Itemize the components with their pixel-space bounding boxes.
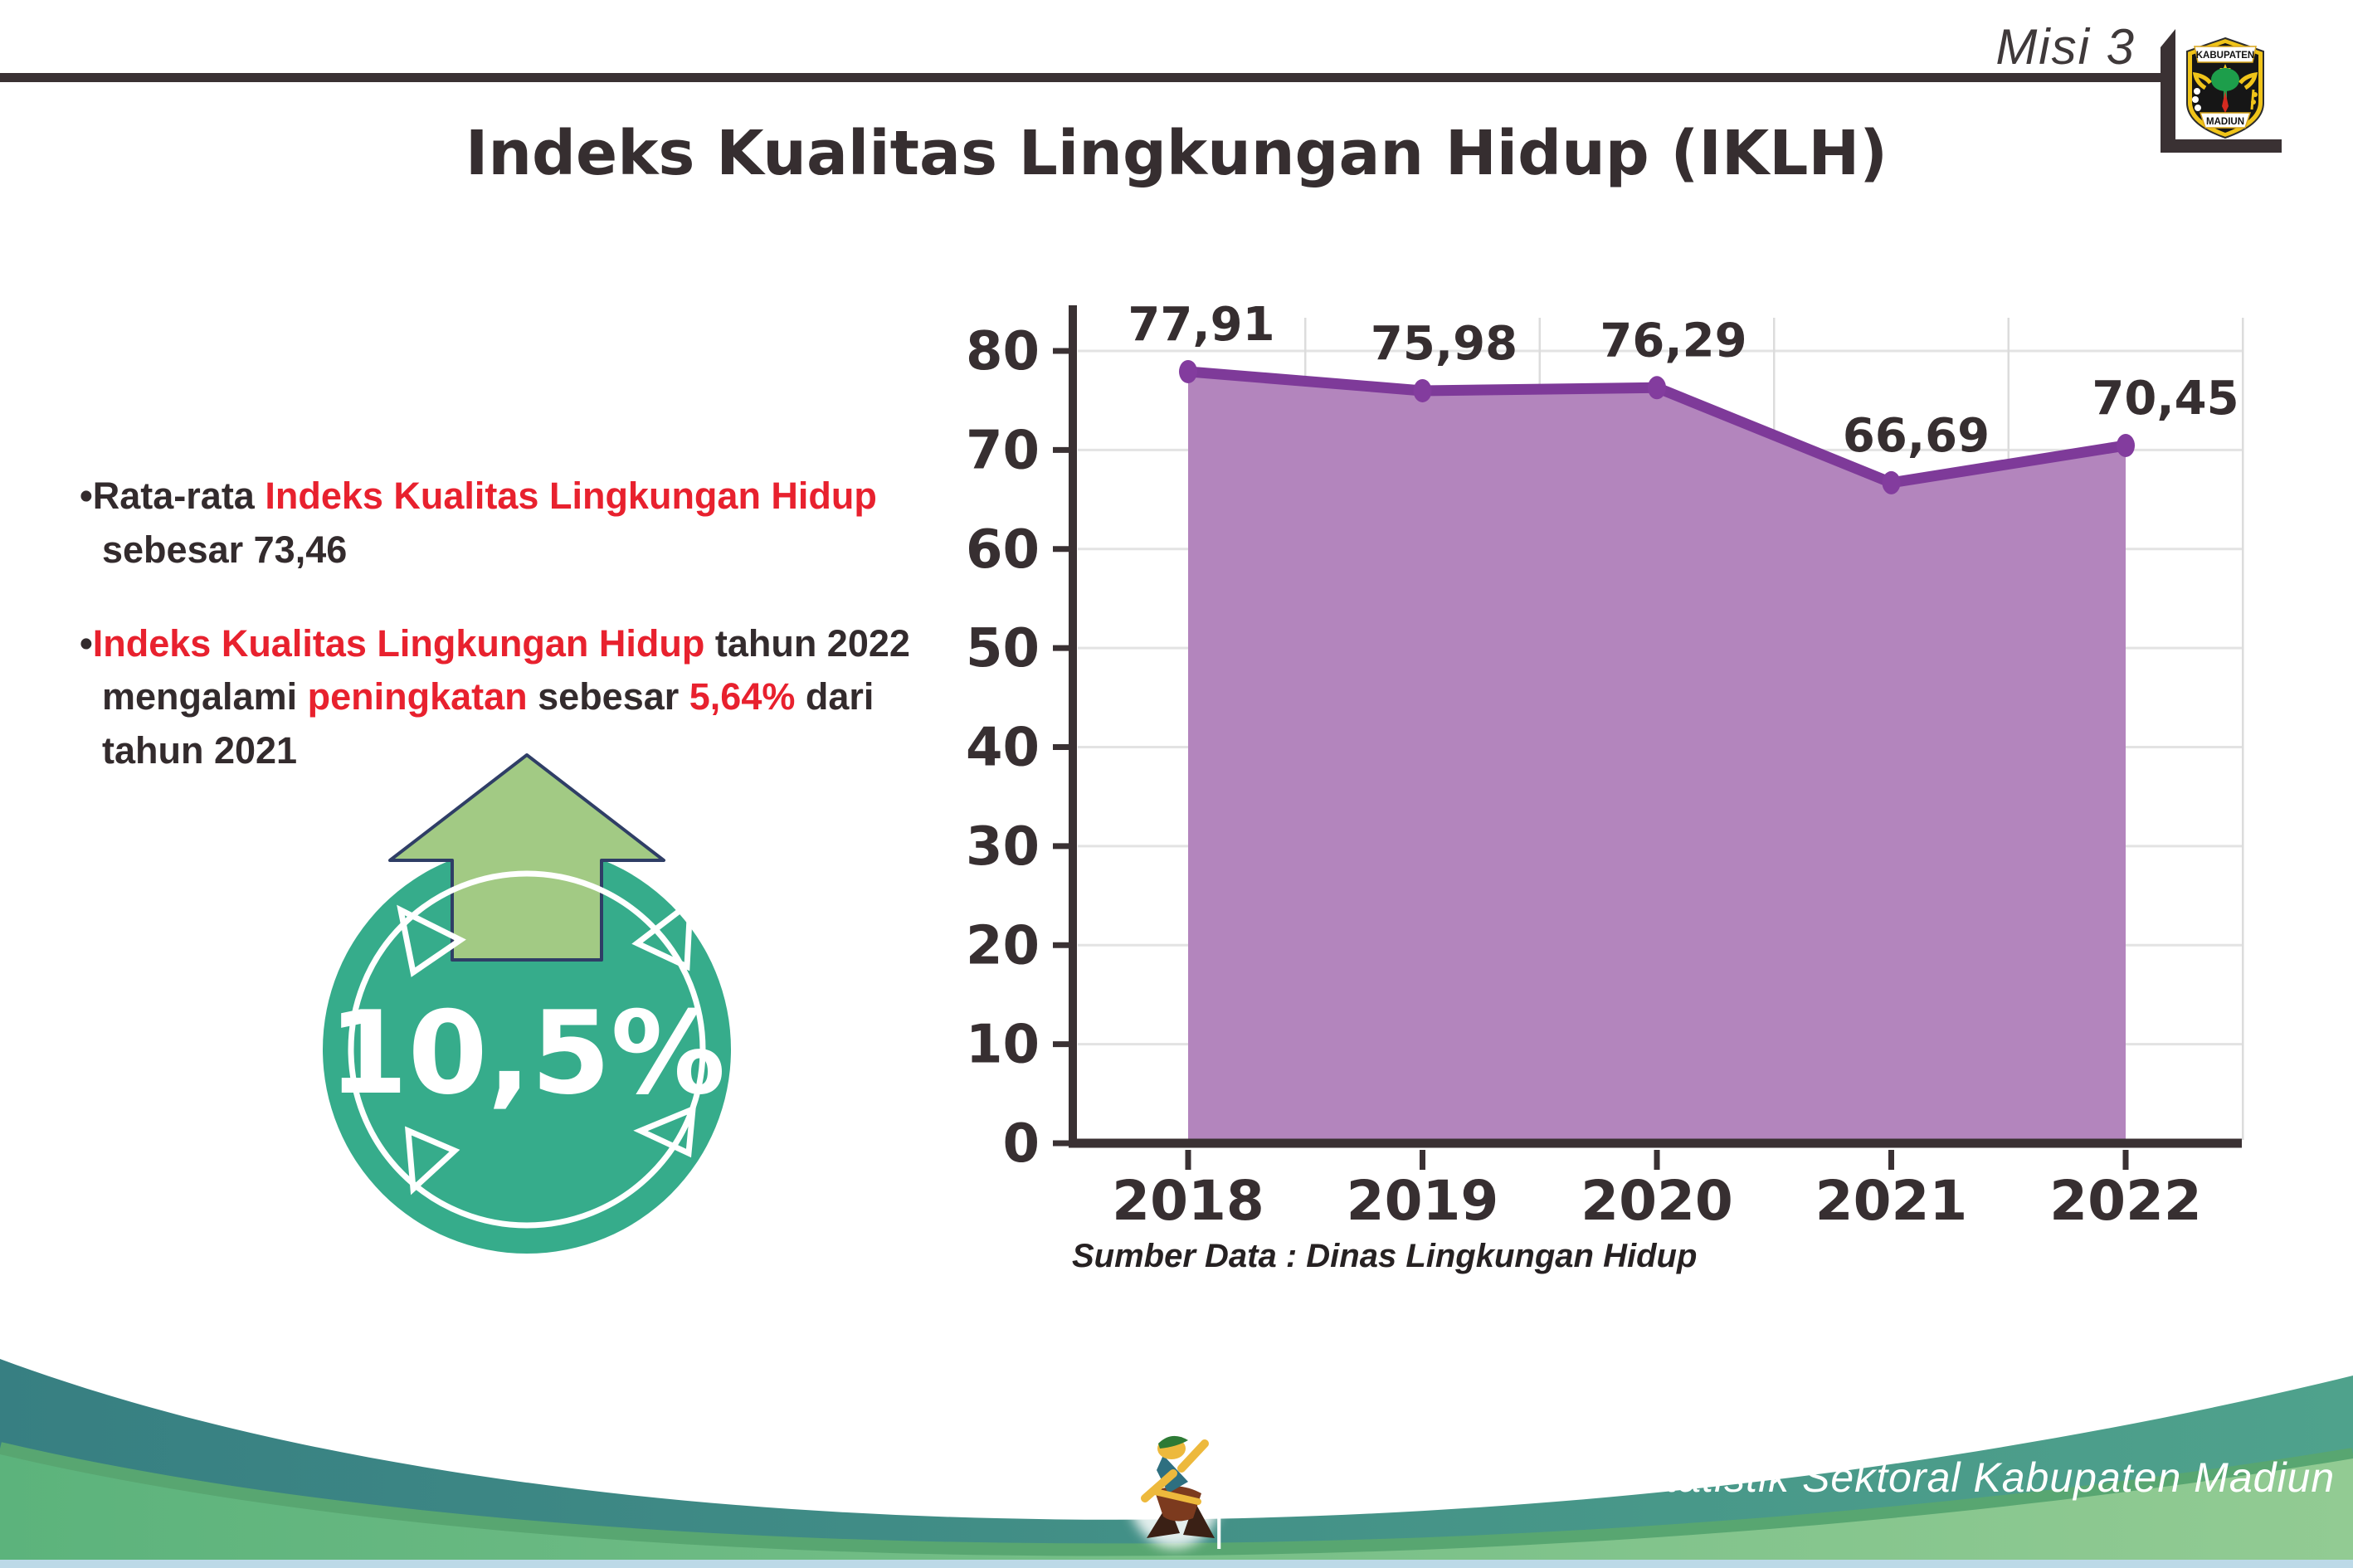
page-title: Indeks Kualitas Lingkungan Hidup (IKLH) — [465, 118, 1888, 189]
data-label: 76,29 — [1600, 314, 1746, 368]
bullet1-text: Rata-rata — [92, 475, 266, 517]
increase-badge: 10,5% — [323, 753, 731, 1254]
seal-tree-icon — [2211, 68, 2239, 91]
bullet1-text-2: sebesar 73,46 — [102, 528, 348, 571]
wave-rim — [0, 1442, 2353, 1557]
badge-value: 10,5% — [329, 986, 726, 1120]
kabupaten-madiun-seal-icon: KABUPATEN MADIUN — [2186, 37, 2264, 139]
data-point-marker — [1882, 470, 1901, 494]
increase-arrow-icon — [388, 753, 665, 962]
bullet1-highlight: Indeks Kualitas Lingkungan Hidup — [265, 475, 877, 517]
bullet-marker-2: • — [80, 621, 93, 665]
dancing-person-mascot-icon — [1127, 1429, 1223, 1548]
seal-bottom-text: MADIUN — [2206, 117, 2244, 127]
misi-label: Misi 3 — [1995, 19, 2136, 75]
teal-wave — [0, 1359, 2353, 1568]
y-tick-label: 20 — [966, 915, 1040, 976]
bullet-average: •Rata-rata Indeks Kualitas Lingkungan Hi… — [80, 470, 980, 577]
seal-keris-icon — [2222, 91, 2229, 113]
seal-wings-icon — [2192, 71, 2258, 90]
badge-spark-se-icon — [633, 1104, 697, 1158]
x-tick-label: 2021 — [1815, 1169, 1968, 1233]
seal-bottom-banner — [2199, 112, 2252, 129]
x-tick-label: 2020 — [1581, 1169, 1733, 1233]
chart-source-note: Sumber Data : Dinas Lingkungan Hidup — [1072, 1238, 1698, 1274]
badge-circle — [323, 845, 731, 1254]
bullet2-text-2: sebesar — [527, 675, 689, 718]
badge-spark-nw-icon — [397, 904, 466, 977]
y-tick-label: 30 — [966, 816, 1040, 878]
badge-spark-sw-icon — [405, 1126, 460, 1195]
y-tick-label: 0 — [1002, 1113, 1040, 1175]
data-point-marker — [2117, 434, 2135, 458]
bullet2-text-3: dari tahun 2021 — [102, 675, 874, 772]
y-tick-label: 50 — [966, 618, 1040, 679]
corner-bracket — [2161, 29, 2282, 153]
green-wave — [0, 1454, 2353, 1568]
y-tick-label: 10 — [966, 1015, 1040, 1076]
data-point-marker — [1179, 359, 1197, 383]
bullet2-highlight-2: peningkatan — [307, 675, 528, 718]
data-label: 70,45 — [2092, 372, 2239, 426]
footer-caption: Media Infografis Data Statistik Sektoral… — [1213, 1454, 2336, 1549]
x-tick-label: 2022 — [2049, 1169, 2202, 1233]
data-label: 77,91 — [1128, 298, 1274, 352]
x-tick-label: 2019 — [1347, 1169, 1499, 1233]
seal-top-text: KABUPATEN — [2196, 51, 2255, 61]
badge-spark-ne-icon — [631, 896, 694, 971]
seal-top-banner — [2194, 46, 2257, 63]
x-tick-label: 2018 — [1112, 1169, 1264, 1233]
area-fill — [1188, 371, 2126, 1144]
data-point-marker — [1413, 378, 1432, 402]
y-tick-label: 60 — [966, 519, 1040, 581]
y-tick-label: 40 — [966, 718, 1040, 779]
data-point-marker — [1648, 376, 1666, 400]
iklh-area-chart: 0 10 20 30 40 50 60 70 80 2018 2019 2020 2021 2022 77,… — [966, 298, 2244, 1233]
badge-ring — [348, 870, 706, 1229]
bullet2-highlight-3: 5,64% — [689, 675, 796, 718]
bullet2-text-1: tahun 2022 mengalami — [102, 621, 910, 718]
bullet2-highlight-1: Indeks Kualitas Lingkungan Hidup — [92, 621, 705, 665]
footer-wave — [0, 1359, 2353, 1568]
bullet-increase: •Indeks Kualitas Lingkungan Hidup tahun … — [80, 617, 980, 778]
bullet-marker: • — [80, 475, 93, 517]
header-rule — [0, 73, 2164, 82]
y-tick-label: 80 — [966, 321, 1040, 382]
data-label: 75,98 — [1371, 317, 1518, 371]
data-label: 66,69 — [1843, 409, 1990, 463]
y-tick-label: 70 — [966, 420, 1040, 481]
summary-bullets: •Rata-rata Indeks Kualitas Lingkungan Hi… — [80, 470, 980, 778]
bottom-strip — [0, 1560, 2353, 1568]
